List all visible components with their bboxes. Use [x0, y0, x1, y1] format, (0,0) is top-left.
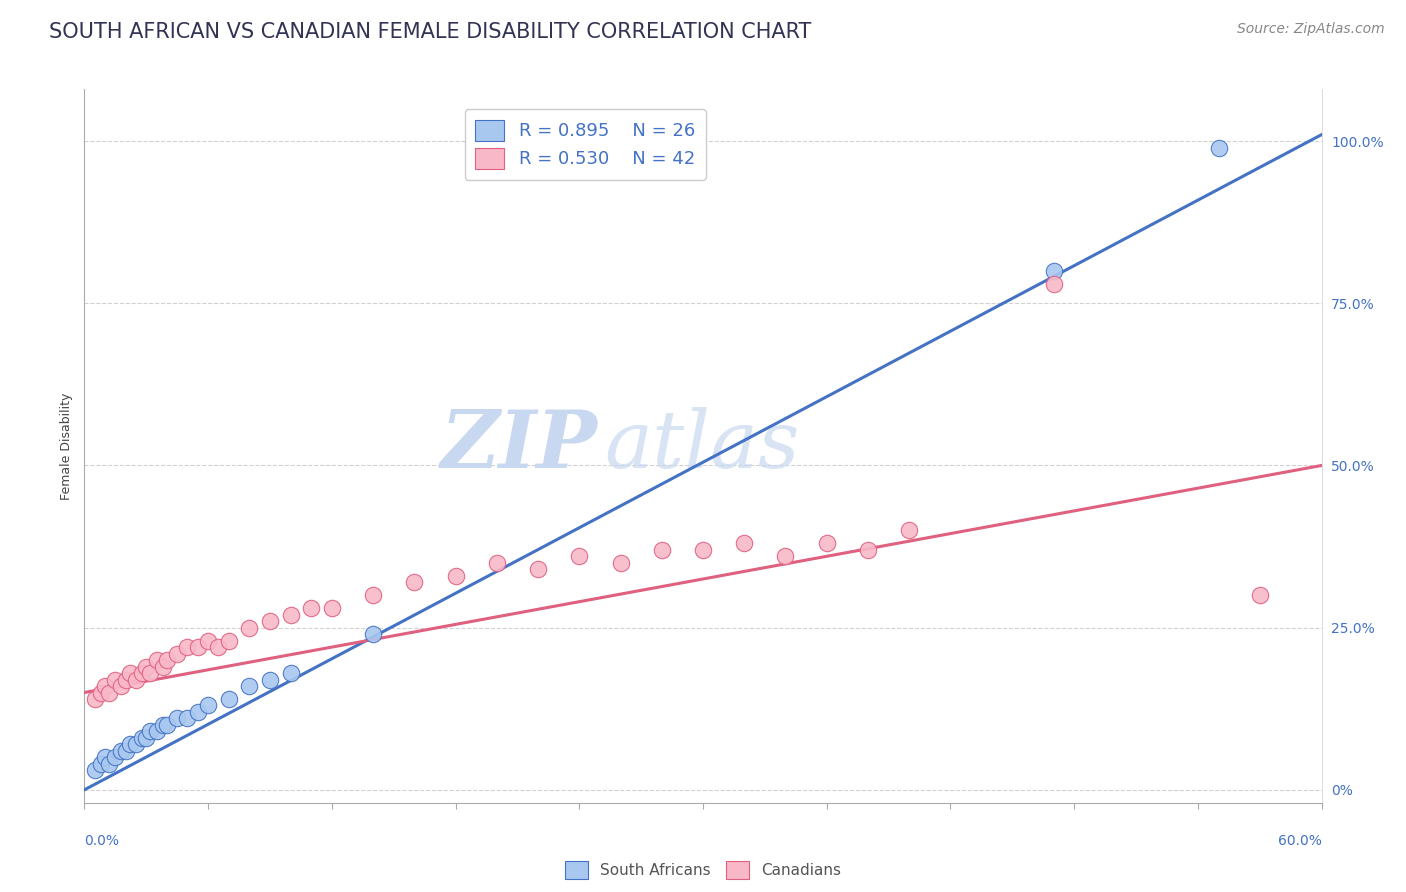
Point: [90, 685, 112, 699]
Point: [90, 756, 112, 771]
Point: [131, 666, 153, 681]
Point: [176, 640, 198, 654]
Point: [197, 633, 219, 648]
Point: [1208, 140, 1230, 154]
Point: [259, 614, 281, 628]
Point: [152, 659, 174, 673]
Point: [118, 666, 141, 681]
Point: [259, 673, 281, 687]
Point: [218, 692, 240, 706]
Point: [145, 724, 167, 739]
Point: [139, 666, 162, 681]
Point: [1042, 264, 1064, 278]
Point: [131, 731, 153, 745]
Text: 60.0%: 60.0%: [1278, 834, 1322, 848]
Point: [299, 601, 322, 615]
Point: [83, 764, 105, 778]
Point: [114, 673, 136, 687]
Point: [135, 731, 157, 745]
Point: [856, 542, 879, 557]
Point: [104, 673, 127, 687]
Point: [280, 666, 302, 681]
Point: [94, 679, 117, 693]
Point: [361, 588, 384, 602]
Point: [197, 698, 219, 713]
Point: [733, 536, 755, 550]
Point: [485, 556, 508, 570]
Point: [139, 724, 162, 739]
Point: [125, 673, 148, 687]
Point: [83, 692, 105, 706]
Text: SOUTH AFRICAN VS CANADIAN FEMALE DISABILITY CORRELATION CHART: SOUTH AFRICAN VS CANADIAN FEMALE DISABIL…: [49, 22, 811, 42]
Point: [166, 711, 188, 725]
Point: [238, 621, 260, 635]
Point: [152, 718, 174, 732]
Y-axis label: Female Disability: Female Disability: [60, 392, 73, 500]
Text: atlas: atlas: [605, 408, 800, 484]
Point: [898, 524, 921, 538]
Point: [527, 562, 550, 576]
Point: [166, 647, 188, 661]
Point: [361, 627, 384, 641]
Point: [404, 575, 426, 590]
Point: [156, 653, 179, 667]
Point: [651, 542, 673, 557]
Point: [156, 718, 179, 732]
Point: [125, 738, 148, 752]
Point: [321, 601, 343, 615]
Point: [104, 750, 127, 764]
Point: [1042, 277, 1064, 291]
Point: [110, 679, 132, 693]
Point: [568, 549, 591, 564]
Point: [145, 653, 167, 667]
Point: [775, 549, 797, 564]
Point: [218, 633, 240, 648]
Point: [118, 738, 141, 752]
Point: [98, 756, 121, 771]
Text: 0.0%: 0.0%: [84, 834, 120, 848]
Point: [98, 685, 121, 699]
Point: [1249, 588, 1271, 602]
Point: [692, 542, 714, 557]
Point: [280, 607, 302, 622]
Legend: South Africans, Canadians: South Africans, Canadians: [557, 854, 849, 886]
Point: [444, 568, 467, 582]
Point: [176, 711, 198, 725]
Point: [110, 744, 132, 758]
Point: [114, 744, 136, 758]
Point: [207, 640, 229, 654]
Point: [238, 679, 260, 693]
Point: [815, 536, 838, 550]
Point: [94, 750, 117, 764]
Point: [187, 640, 209, 654]
Point: [187, 705, 209, 719]
Point: [135, 659, 157, 673]
Text: Source: ZipAtlas.com: Source: ZipAtlas.com: [1237, 22, 1385, 37]
Point: [609, 556, 631, 570]
Text: ZIP: ZIP: [441, 408, 598, 484]
